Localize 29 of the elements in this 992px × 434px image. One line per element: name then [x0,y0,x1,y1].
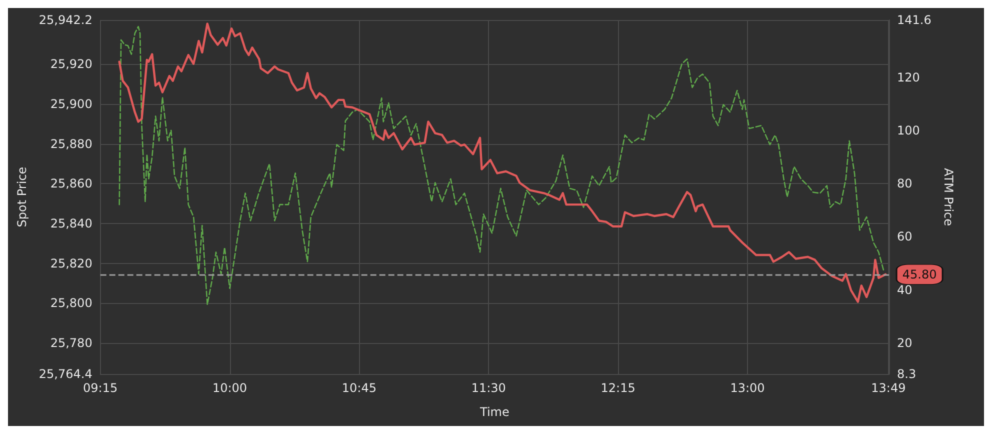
y-tick-label: 25,942.2 [38,13,92,27]
y-tick-label: 25,780 [50,336,92,350]
y2-tick-label: 120 [897,70,920,84]
y-tick-label: 25,800 [50,296,92,310]
y2-axis-title: ATM Price [941,168,956,226]
y2-tick-label: 60 [897,230,912,244]
x-tick-label: 12:15 [600,381,636,395]
y2-tick-label: 8.3 [897,367,916,381]
x-tick-label: 11:30 [471,381,506,395]
y2-tick-label: 40 [897,282,912,297]
y-tick-label: 25,920 [50,57,92,72]
y-tick-label: 25,820 [50,256,92,270]
x-tick-label: 10:45 [342,381,376,395]
y-tick-label: 25,900 [50,97,92,112]
y-tick-label: 25,764.4 [38,367,92,381]
y-tick-label: 25,840 [50,216,92,230]
x-axis-title: Time [478,405,510,419]
y2-tick-label: 100 [897,123,920,138]
y2-tick-label: 20 [897,336,912,350]
text: 45.80 [902,267,937,282]
x-tick-label: 13:49 [871,381,906,395]
x-tick-label: 09:15 [83,381,118,395]
y-tick-label: 25,860 [50,176,92,191]
y-axis-title: Spot Price [15,166,29,228]
x-tick-label: 13:00 [730,381,765,395]
y-tick-label: 25,880 [50,136,92,151]
x-tick-label: 10:00 [212,381,248,395]
y2-tick-label: 80 [897,176,912,191]
y2-tick-label: 141.6 [897,13,932,27]
